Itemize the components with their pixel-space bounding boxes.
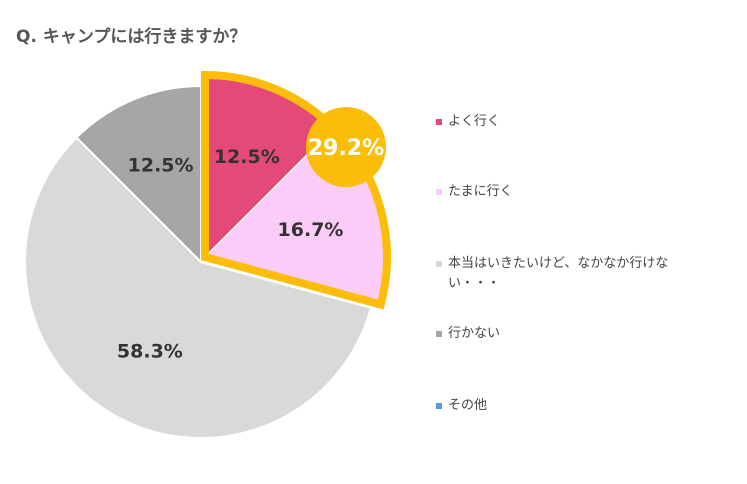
slice-value-label: 12.5% — [128, 154, 194, 176]
legend-item-often: よく行く — [436, 112, 500, 132]
legend-item-do-not-go: 行かない — [436, 324, 500, 344]
legend-label: たまに行く — [448, 184, 513, 199]
slice-value-label: 16.7% — [278, 219, 344, 241]
slice-value-label: 12.5% — [214, 146, 280, 168]
legend-label: 本当はいきたいけど、なかなか行けない・・・ — [448, 256, 669, 291]
highlight-total-label: 29.2% — [308, 136, 384, 161]
legend-label: その他 — [448, 398, 488, 413]
legend-swatch — [436, 189, 442, 195]
legend-swatch — [436, 261, 442, 267]
pie-slice — [24, 136, 373, 439]
slice-value-label: 58.3% — [117, 340, 183, 362]
pie-slices — [24, 84, 373, 439]
legend-swatch — [436, 119, 442, 125]
legend-item-sometimes: たまに行く — [436, 182, 513, 202]
pie-labels: 12.5% 16.7% 58.3% 12.5% 29.2% — [117, 107, 386, 362]
legend-item-want-but-cannot: 本当はいきたいけど、なかなか行けない・・・ — [436, 254, 708, 294]
legend-swatch — [436, 403, 442, 409]
highlight-total-badge — [306, 107, 386, 187]
legend-swatch — [436, 331, 442, 337]
legend-label: よく行く — [448, 114, 501, 129]
legend-label: 行かない — [448, 326, 501, 341]
pie-slice — [75, 84, 202, 265]
legend-item-other: その他 — [436, 396, 487, 416]
question-title: Q. キャンプには行きますか？ — [16, 27, 247, 47]
